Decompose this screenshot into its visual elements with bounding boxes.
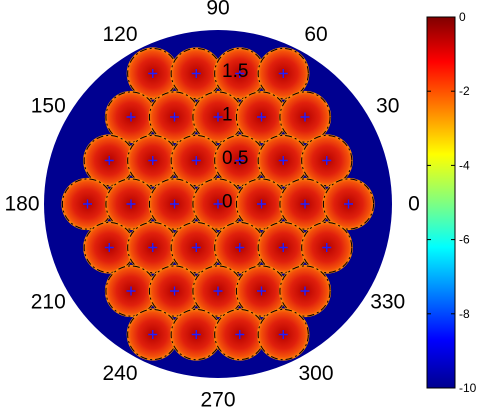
colorbar-tick-label: -10 bbox=[459, 381, 477, 395]
beam-spot bbox=[278, 264, 332, 318]
beam-spot bbox=[213, 308, 266, 361]
beam-center-marker bbox=[213, 286, 223, 296]
beam-center-marker bbox=[170, 199, 179, 209]
beam-center-marker bbox=[191, 156, 201, 165]
beam-center-marker bbox=[278, 330, 288, 339]
colorbar bbox=[426, 16, 456, 389]
beam-center-marker bbox=[104, 156, 114, 165]
angle-tick-label: 90 bbox=[206, 0, 229, 20]
beam-spot bbox=[322, 177, 375, 231]
colorbar-tick-label: 0 bbox=[459, 10, 466, 24]
beam-center-marker bbox=[213, 112, 223, 122]
radial-tick-label: 0.5 bbox=[222, 148, 248, 169]
beam-spot bbox=[257, 47, 310, 100]
colorbar-ticks: 0 -2 -4 -6 -8 -10 bbox=[427, 10, 477, 395]
beam-center-marker bbox=[191, 243, 201, 252]
beam-center-marker bbox=[126, 199, 136, 209]
beam-contour bbox=[301, 221, 353, 274]
colorbar-tick-label: -8 bbox=[459, 307, 470, 321]
radial-tick-label: 0 bbox=[222, 192, 233, 213]
beam-spot bbox=[278, 90, 332, 144]
beam-center-marker bbox=[148, 243, 158, 252]
angle-tick-label: 150 bbox=[31, 95, 66, 118]
angle-tick-label: 300 bbox=[298, 362, 333, 385]
angle-tick-label: 60 bbox=[304, 23, 327, 46]
beam-spot bbox=[300, 221, 353, 274]
beam-center-marker bbox=[322, 243, 332, 252]
beam-center-marker bbox=[300, 199, 310, 209]
beam-contour bbox=[257, 308, 309, 361]
angle-tick-label: 210 bbox=[31, 291, 66, 314]
angle-tick-label: 30 bbox=[376, 95, 399, 118]
beam-center-marker bbox=[170, 286, 179, 296]
beam-center-marker bbox=[257, 112, 266, 122]
beam-center-marker bbox=[148, 330, 158, 339]
angle-labels: 0 30 60 90 120 150 180 210 240 270 300 330 bbox=[4, 0, 419, 412]
angle-tick-label: 120 bbox=[102, 23, 137, 46]
angle-tick-label: 240 bbox=[102, 362, 137, 385]
beam-center-marker bbox=[257, 199, 266, 209]
beam-center-marker bbox=[170, 112, 179, 122]
colorbar-tick-label: -6 bbox=[459, 233, 470, 247]
angle-tick-label: 330 bbox=[370, 291, 405, 314]
beam-layer bbox=[61, 47, 375, 361]
beam-center-marker bbox=[300, 286, 310, 296]
radial-labels: 0 0.5 1 1.5 bbox=[222, 61, 248, 213]
beam-contour bbox=[257, 47, 309, 100]
beam-center-marker bbox=[235, 243, 245, 252]
beam-center-marker bbox=[235, 69, 245, 78]
radial-tick-label: 1.5 bbox=[222, 61, 248, 82]
beam-contour bbox=[279, 265, 331, 317]
beam-center-marker bbox=[322, 156, 332, 165]
beam-center-marker bbox=[235, 330, 245, 339]
radial-tick-label: 1 bbox=[222, 105, 233, 126]
beam-center-marker bbox=[191, 330, 201, 339]
beam-center-marker bbox=[235, 156, 245, 165]
beam-center-marker bbox=[104, 243, 114, 252]
beam-center-marker bbox=[278, 243, 288, 252]
beam-contour bbox=[322, 178, 375, 230]
beam-center-marker bbox=[191, 69, 201, 78]
colorbar-tick-label: -2 bbox=[459, 84, 470, 98]
beam-center-marker bbox=[278, 156, 288, 165]
beam-center-marker bbox=[278, 69, 288, 78]
beam-spot bbox=[257, 308, 310, 361]
colorbar-tick-label: -4 bbox=[459, 158, 470, 172]
beam-center-marker bbox=[344, 199, 353, 209]
angle-tick-label: 270 bbox=[200, 389, 235, 412]
beam-center-marker bbox=[148, 156, 158, 165]
beam-center-marker bbox=[126, 112, 136, 122]
beam-center-marker bbox=[300, 112, 310, 122]
angle-tick-label: 180 bbox=[4, 193, 39, 216]
beam-center-marker bbox=[126, 286, 136, 296]
beam-center-marker bbox=[83, 199, 92, 209]
angle-tick-label: 0 bbox=[408, 193, 420, 216]
beam-contour bbox=[301, 134, 353, 187]
beam-center-marker bbox=[213, 199, 223, 209]
beam-spot bbox=[170, 221, 223, 274]
beam-spot bbox=[300, 134, 353, 187]
beam-contour bbox=[279, 91, 331, 143]
beam-center-marker bbox=[148, 69, 158, 78]
beam-center-marker bbox=[257, 286, 266, 296]
